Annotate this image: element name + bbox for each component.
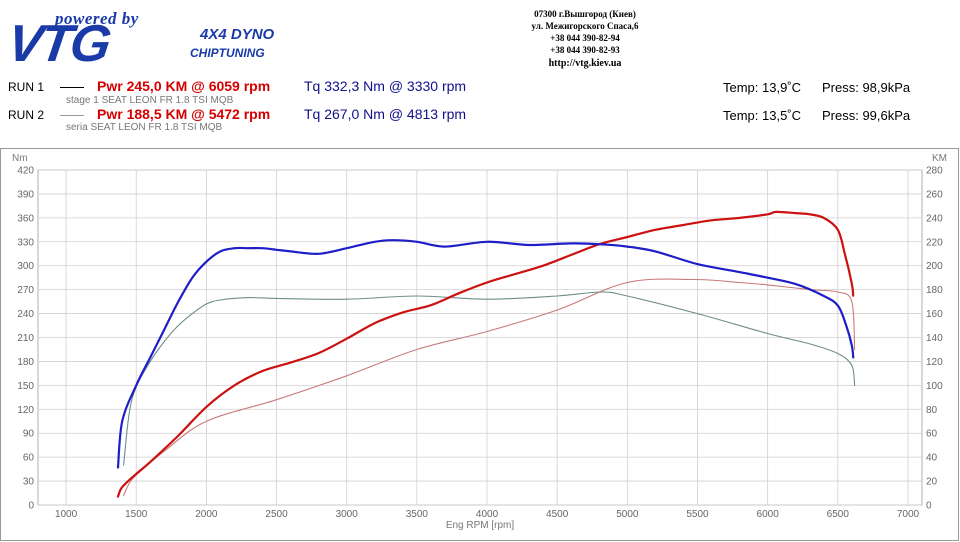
y-right-tick-label: 280	[926, 166, 943, 177]
chart-series	[116, 210, 856, 498]
logo-chiptuning-text: CHIPTUNING	[190, 46, 265, 60]
y-right-tick-label: 40	[926, 453, 938, 464]
y-left-tick-label: 0	[28, 501, 34, 512]
x-tick-label: 6500	[827, 509, 850, 520]
run1-power: Pwr 245,0 KM @ 6059 rpm	[97, 78, 271, 94]
y-right-tick-label: 220	[926, 237, 943, 248]
phone-2: +38 044 390-82-93	[550, 45, 620, 55]
logo-tagline: powered by	[55, 9, 139, 28]
address-line-1: 07300 г.Вышгород (Киев)	[534, 9, 636, 19]
run2-label: RUN 2	[8, 108, 45, 122]
y-right-tick-label: 20	[926, 477, 938, 488]
series-line-pwr1	[116, 210, 855, 498]
vtg-logo: VTG	[3, 15, 113, 73]
x-tick-label: 5000	[616, 509, 639, 520]
x-tick-label: 1000	[55, 509, 78, 520]
y-right-tick-label: 100	[926, 381, 943, 392]
run2-line-sample	[60, 115, 84, 116]
y-left-tick-label: 240	[17, 309, 34, 320]
series-line-tq2	[123, 291, 856, 466]
address-line-2: ул. Межигорского Спаса,6	[531, 21, 639, 31]
y-right-unit: KM	[932, 153, 947, 164]
y-left-tick-label: 210	[17, 333, 34, 344]
chart-ticks: 1000 1500 2000 2500 3000 3500 4000 4500 5000 5500…	[17, 166, 943, 521]
y-right-tick-label: 60	[926, 429, 938, 440]
run1-press: Press: 98,9kPa	[822, 80, 911, 95]
x-tick-label: 4000	[476, 509, 499, 520]
y-left-tick-label: 150	[17, 381, 34, 392]
x-axis-label: Eng RPM [rpm]	[446, 520, 515, 531]
x-tick-label: 3000	[336, 509, 359, 520]
y-left-tick-label: 270	[17, 285, 34, 296]
run2-torque: Tq 267,0 Nm @ 4813 rpm	[304, 106, 467, 122]
y-left-tick-label: 90	[23, 429, 35, 440]
x-tick-label: 4500	[546, 509, 569, 520]
series-line-tq1	[116, 239, 855, 469]
run1-temp: Temp: 13,9˚C	[723, 80, 802, 95]
run2-temp: Temp: 13,5˚C	[723, 108, 802, 123]
y-left-tick-label: 180	[17, 357, 34, 368]
logo-dyno-text: 4X4 DYNO	[200, 26, 275, 43]
x-tick-label: 2000	[195, 509, 218, 520]
y-right-tick-label: 140	[926, 333, 943, 344]
y-left-tick-label: 330	[17, 237, 34, 248]
y-right-tick-label: 160	[926, 309, 943, 320]
run2-press: Press: 99,6kPa	[822, 108, 911, 123]
run1-torque: Tq 332,3 Nm @ 3330 rpm	[304, 78, 467, 94]
y-right-tick-label: 120	[926, 357, 943, 368]
x-tick-label: 5500	[686, 509, 709, 520]
x-tick-label: 2500	[265, 509, 288, 520]
run2-description: seria SEAT LEON FR 1.8 TSI MQB	[66, 122, 223, 133]
phone-1: +38 044 390-82-94	[550, 33, 620, 43]
y-right-tick-label: 240	[926, 213, 943, 224]
y-left-tick-label: 300	[17, 261, 34, 272]
y-right-tick-label: 80	[926, 405, 938, 416]
y-left-tick-label: 360	[17, 213, 34, 224]
y-left-tick-label: 120	[17, 405, 34, 416]
chart-frame	[0, 148, 959, 541]
y-right-tick-label: 200	[926, 261, 943, 272]
run1-label: RUN 1	[8, 80, 45, 94]
y-left-tick-label: 30	[23, 477, 35, 488]
y-right-tick-label: 180	[926, 285, 943, 296]
website-url[interactable]: http://vtg.kiev.ua	[548, 58, 622, 69]
run2-power: Pwr 188,5 KM @ 5472 rpm	[97, 106, 271, 122]
y-left-unit: Nm	[12, 153, 28, 164]
y-left-tick-label: 420	[17, 166, 34, 177]
run1-line-sample	[60, 87, 84, 88]
x-tick-label: 6000	[757, 509, 780, 520]
x-tick-label: 1500	[125, 509, 148, 520]
x-tick-label: 7000	[897, 509, 920, 520]
x-tick-label: 3500	[406, 509, 429, 520]
chart-grid	[37, 169, 923, 506]
run1-description: stage 1 SEAT LEON FR 1.8 TSI MQB	[66, 95, 234, 106]
y-right-tick-label: 0	[926, 501, 932, 512]
y-right-tick-label: 260	[926, 189, 943, 200]
y-left-tick-label: 60	[23, 453, 35, 464]
dyno-chart: 1000 1500 2000 2500 3000 3500 4000 4500 5000 5500…	[0, 148, 959, 541]
y-left-tick-label: 390	[17, 189, 34, 200]
